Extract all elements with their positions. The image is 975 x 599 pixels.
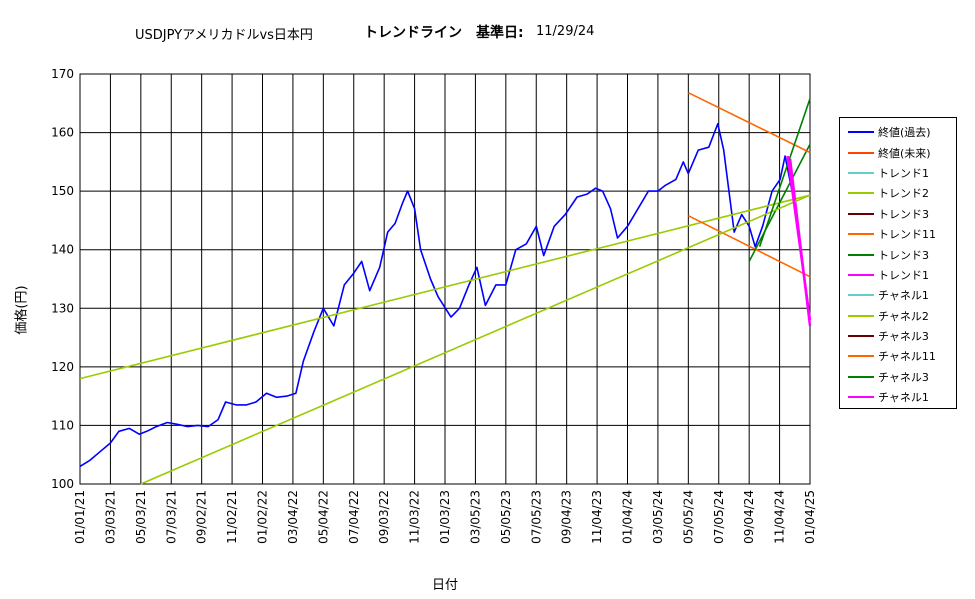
legend-swatch xyxy=(848,253,874,256)
legend-item: チャネル3 xyxy=(848,326,956,346)
legend-item: チャネル11 xyxy=(848,346,956,366)
legend-item: トレンド1 xyxy=(848,163,956,183)
legend-item: 終値(未来) xyxy=(848,142,956,162)
x-tick-label: 05/04/22 xyxy=(316,490,330,544)
x-tick-label: 09/04/24 xyxy=(742,490,756,544)
x-tick-label: 01/01/21 xyxy=(73,490,87,544)
legend-item: チャネル2 xyxy=(848,306,956,326)
x-tick-label: 05/03/21 xyxy=(134,490,148,544)
legend-swatch xyxy=(848,335,874,338)
legend-item: トレンド11 xyxy=(848,224,956,244)
legend-item: トレンド1 xyxy=(848,265,956,285)
legend-label: 終値(過去) xyxy=(878,126,931,140)
legend-swatch xyxy=(848,396,874,399)
legend-swatch xyxy=(848,314,874,317)
legend-swatch xyxy=(848,171,874,174)
y-tick-label: 140 xyxy=(51,243,74,257)
legend-label: チャネル1 xyxy=(878,289,929,303)
legend-swatch xyxy=(848,233,874,236)
x-tick-label: 03/03/21 xyxy=(103,490,117,544)
legend-swatch xyxy=(848,151,874,154)
legend-swatch xyxy=(848,375,874,378)
y-tick-label: 120 xyxy=(51,360,74,374)
legend-swatch xyxy=(848,273,874,276)
legend-item: チャネル1 xyxy=(848,387,956,407)
x-tick-label: 01/03/23 xyxy=(438,490,452,544)
x-tick-label: 05/05/23 xyxy=(499,490,513,544)
legend-label: トレンド3 xyxy=(878,207,929,221)
chart-title-date: 11/29/24 xyxy=(536,24,595,39)
x-tick-label: 11/03/22 xyxy=(408,490,422,544)
legend-label: トレンド2 xyxy=(878,187,929,201)
x-tick-label: 05/05/24 xyxy=(681,490,695,544)
legend-label: トレンド1 xyxy=(878,268,929,282)
legend-label: トレンド1 xyxy=(878,166,929,180)
legend-swatch xyxy=(848,131,874,134)
series-line-3 xyxy=(79,194,811,380)
x-tick-label: 03/05/23 xyxy=(468,490,482,544)
legend-swatch xyxy=(848,192,874,195)
y-tick-label: 130 xyxy=(51,301,74,315)
x-tick-label: 07/03/21 xyxy=(164,490,178,544)
series-line-5 xyxy=(687,214,811,278)
chart-legend: 終値(過去) 終値(未来) トレンド1 トレンド2 トレンド3 トレンド11 トレンド3 トレ… xyxy=(839,117,957,409)
x-tick-label: 07/04/22 xyxy=(347,490,361,544)
series-line-0 xyxy=(79,123,793,468)
series-line-6 xyxy=(748,143,811,262)
x-tick-label: 11/04/24 xyxy=(773,490,787,544)
legend-label: チャネル2 xyxy=(878,309,929,323)
x-tick-label: 03/04/22 xyxy=(286,490,300,544)
chart-title-pair: USDJPYアメリカドルvs日本円 xyxy=(135,28,313,43)
legend-label: チャネル1 xyxy=(878,391,929,405)
x-tick-label: 09/02/21 xyxy=(195,490,209,544)
x-tick-label: 01/04/24 xyxy=(621,490,635,544)
legend-swatch xyxy=(848,355,874,358)
legend-item: トレンド3 xyxy=(848,244,956,264)
legend-item: チャネル3 xyxy=(848,367,956,387)
y-tick-label: 110 xyxy=(51,418,74,432)
legend-item: トレンド3 xyxy=(848,204,956,224)
series-line-12 xyxy=(758,98,811,248)
legend-label: 終値(未来) xyxy=(878,146,931,160)
legend-item: トレンド2 xyxy=(848,183,956,203)
y-tick-label: 150 xyxy=(51,184,74,198)
y-tick-label: 100 xyxy=(51,477,74,491)
series-line-11 xyxy=(687,91,811,154)
x-tick-label: 01/04/25 xyxy=(803,490,817,544)
series-line-9 xyxy=(140,194,811,485)
legend-label: チャネル3 xyxy=(878,330,929,344)
legend-label: チャネル3 xyxy=(878,370,929,384)
legend-swatch xyxy=(848,212,874,215)
legend-item: チャネル1 xyxy=(848,285,956,305)
y-tick-label: 170 xyxy=(51,67,74,81)
legend-label: チャネル11 xyxy=(878,350,936,364)
x-tick-label: 09/04/23 xyxy=(560,490,574,544)
legend-swatch xyxy=(848,294,874,297)
legend-item: 終値(過去) xyxy=(848,122,956,142)
x-tick-label: 07/05/24 xyxy=(712,490,726,544)
series-line-13 xyxy=(786,155,812,321)
x-tick-label: 07/05/23 xyxy=(529,490,543,544)
legend-label: トレンド11 xyxy=(878,228,936,242)
x-tick-label: 03/05/24 xyxy=(651,490,665,544)
x-tick-label: 01/02/22 xyxy=(256,490,270,544)
x-axis-label: 日付 xyxy=(432,578,459,593)
y-tick-label: 160 xyxy=(51,126,74,140)
x-tick-label: 09/03/22 xyxy=(377,490,391,544)
chart-title-trendline: トレンドライン 基準日: xyxy=(364,25,524,41)
x-tick-label: 11/04/23 xyxy=(590,490,604,544)
x-tick-label: 11/02/21 xyxy=(225,490,239,544)
legend-label: トレンド3 xyxy=(878,248,929,262)
